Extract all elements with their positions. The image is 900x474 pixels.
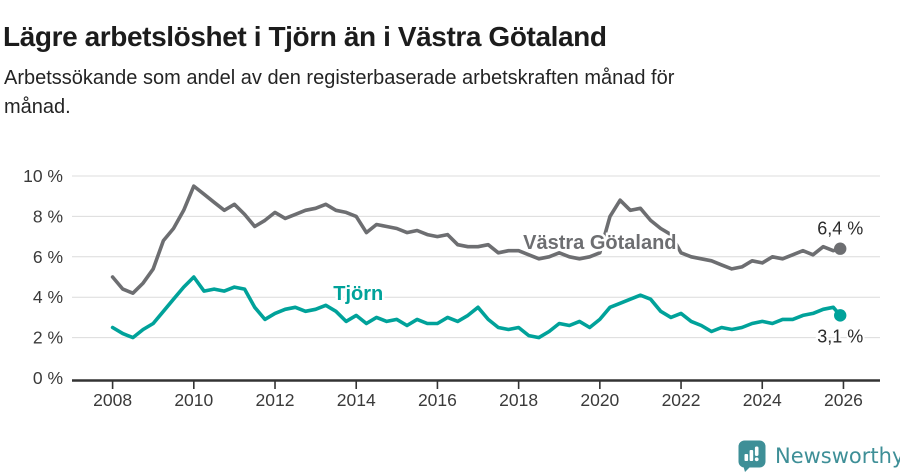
subtitle-line-2: månad. (4, 96, 71, 118)
y-axis-tick-label-2: 2 % (33, 328, 63, 348)
y-axis-tick-label-4: 4 % (33, 287, 63, 307)
series-label-v-stra-g-taland: Västra Götaland (523, 232, 676, 254)
y-axis-tick-label-10: 10 % (23, 166, 63, 186)
series-line-v-stra-g-taland (110, 184, 843, 296)
chart-subtitle: Arbetssökande som andel av den registerb… (4, 64, 834, 122)
y-axis-tick-label-0: 0 % (33, 368, 63, 388)
x-axis-tick-label-2024: 2024 (743, 390, 782, 410)
newsworthy-logo-icon (738, 440, 766, 472)
x-axis-tick-label-2010: 2010 (174, 390, 213, 410)
y-axis-tick-label-6: 6 % (33, 247, 63, 267)
y-axis-tick-label-8: 8 % (33, 206, 63, 226)
brand-name: Newsworthy (775, 444, 900, 468)
series-end-dot-tj-rn (834, 309, 847, 322)
newsworthy-brand: Newsworthy (738, 440, 900, 472)
x-axis-tick-label-2016: 2016 (418, 390, 457, 410)
x-axis-tick-label-2020: 2020 (580, 390, 619, 410)
x-axis-tick-label-2012: 2012 (256, 390, 295, 410)
series-end-value-tj-rn: 3,1 % (817, 326, 863, 346)
x-axis-tick-label-2022: 2022 (662, 390, 701, 410)
series-label-tj-rn: Tjörn (333, 283, 383, 305)
x-axis-tick-label-2008: 2008 (93, 390, 132, 410)
x-axis-tick-label-2026: 2026 (824, 390, 863, 410)
x-axis-tick-label-2018: 2018 (499, 390, 538, 410)
series-line-tj-rn (110, 275, 843, 340)
page-title: Lägre arbetslöshet i Tjörn än i Västra G… (3, 20, 607, 52)
series-end-dot-v-stra-g-taland (834, 242, 847, 255)
subtitle-line-1: Arbetssökande som andel av den registerb… (4, 67, 675, 89)
series-end-value-v-stra-g-taland: 6,4 % (817, 219, 863, 239)
x-axis-tick-label-2014: 2014 (337, 390, 376, 410)
